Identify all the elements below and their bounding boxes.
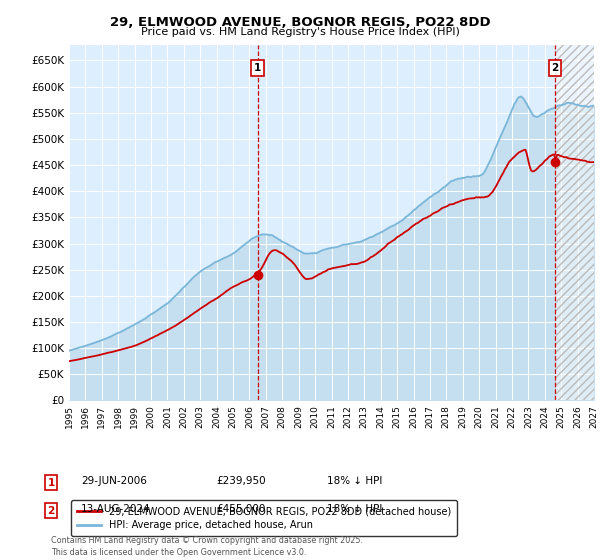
Text: £239,950: £239,950 (216, 475, 266, 486)
Text: 2: 2 (551, 63, 559, 73)
Text: Contains HM Land Registry data © Crown copyright and database right 2025.
This d: Contains HM Land Registry data © Crown c… (51, 536, 363, 557)
Text: 18% ↓ HPI: 18% ↓ HPI (327, 475, 382, 486)
Text: 29-JUN-2006: 29-JUN-2006 (81, 475, 147, 486)
Text: 13-AUG-2024: 13-AUG-2024 (81, 503, 151, 514)
Text: 1: 1 (254, 63, 261, 73)
Text: 2: 2 (47, 506, 55, 516)
Text: £455,000: £455,000 (216, 503, 265, 514)
Legend: 29, ELMWOOD AVENUE, BOGNOR REGIS, PO22 8DD (detached house), HPI: Average price,: 29, ELMWOOD AVENUE, BOGNOR REGIS, PO22 8… (71, 501, 457, 536)
Text: Price paid vs. HM Land Registry's House Price Index (HPI): Price paid vs. HM Land Registry's House … (140, 27, 460, 37)
Text: 29, ELMWOOD AVENUE, BOGNOR REGIS, PO22 8DD: 29, ELMWOOD AVENUE, BOGNOR REGIS, PO22 8… (110, 16, 490, 29)
Text: 18% ↓ HPI: 18% ↓ HPI (327, 503, 382, 514)
Text: 1: 1 (47, 478, 55, 488)
